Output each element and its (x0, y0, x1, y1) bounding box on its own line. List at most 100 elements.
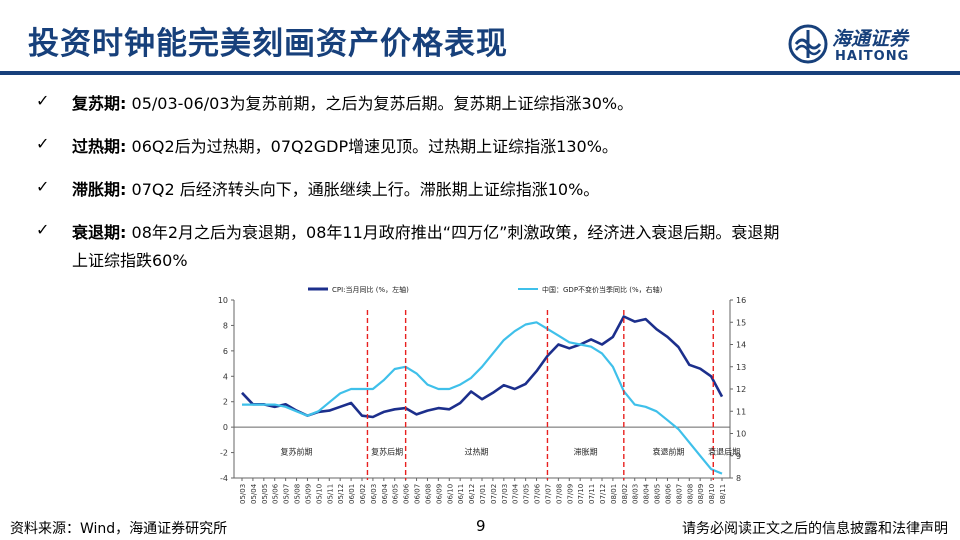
x-tick-label: 08/04 (643, 483, 651, 504)
phase-label: 衰退后期 (708, 447, 740, 457)
left-tick-label: 10 (218, 296, 228, 305)
left-tick-label: 6 (223, 347, 228, 356)
bullet-recession: 衰退期: 08年2月之后为衰退期，08年11月政府推出“四万亿”刺激政策，经济进… (72, 219, 779, 243)
x-tick-label: 08/07 (675, 484, 683, 504)
x-tick-label: 07/04 (512, 483, 520, 504)
left-tick-label: 8 (223, 321, 228, 330)
x-tick-label: 06/04 (381, 483, 389, 504)
header-rule (0, 71, 960, 75)
x-tick-label: 07/10 (577, 484, 585, 504)
x-tick-label: 06/05 (392, 484, 400, 504)
x-tick-label: 06/11 (457, 484, 465, 504)
bullet-sep: : (120, 223, 127, 242)
right-tick-label: 14 (736, 341, 746, 350)
x-tick-label: 08/02 (621, 484, 629, 504)
x-tick-label: 06/03 (370, 484, 378, 504)
x-tick-label: 07/05 (523, 484, 531, 504)
page-number: 9 (476, 517, 486, 535)
left-tick-label: 0 (223, 423, 228, 432)
x-tick-label: 08/11 (719, 484, 727, 504)
right-tick-label: 9 (736, 452, 741, 461)
x-tick-label: 06/06 (403, 483, 411, 504)
right-tick-label: 16 (736, 296, 746, 305)
left-tick-label: 2 (223, 398, 228, 407)
bullet-label: 复苏期 (72, 94, 121, 113)
gdp-series-line (242, 321, 723, 475)
x-tick-label: 06/07 (414, 484, 422, 504)
bullet-text: 05/03-06/03为复苏前期，之后为复苏后期。复苏期上证综指涨30%。 (131, 94, 634, 113)
x-tick-label: 05/07 (283, 484, 291, 504)
legend-cpi-label: CPI:当月同比 (%，左轴) (332, 285, 409, 294)
x-tick-label: 08/08 (686, 484, 694, 504)
x-tick-label: 08/10 (708, 484, 716, 504)
x-tick-label: 05/08 (294, 484, 302, 504)
haitong-logo: 海通证券 HAITONG (788, 22, 938, 68)
check-icon: ✓ (36, 220, 50, 239)
x-tick-label: 05/11 (326, 484, 334, 504)
cpi-series-line (241, 315, 724, 419)
bullet-label: 过热期 (72, 137, 121, 156)
x-tick-label: 07/06 (534, 483, 542, 504)
x-tick-label: 07/12 (599, 484, 607, 504)
x-tick-label: 07/03 (501, 484, 509, 504)
legend-gdp-label: 中国：GDP不变价当季同比 (%，右轴) (542, 285, 663, 294)
x-tick-label: 06/10 (446, 484, 454, 504)
x-tick-label: 06/09 (435, 484, 443, 504)
x-tick-label: 07/01 (479, 484, 487, 504)
right-tick-label: 12 (736, 385, 746, 394)
right-tick-label: 8 (736, 474, 741, 483)
x-tick-label: 07/02 (490, 484, 498, 504)
x-tick-label: 05/06 (272, 483, 280, 504)
right-tick-label: 10 (736, 430, 746, 439)
source-note: 资料来源：Wind，海通证券研究所 (10, 521, 228, 537)
haitong-emblem-icon (788, 24, 828, 64)
x-tick-label: 05/03 (239, 484, 247, 504)
phase-label: 过热期 (465, 447, 489, 457)
x-tick-label: 05/09 (304, 484, 312, 504)
phase-label: 滞胀期 (574, 447, 598, 457)
right-tick-label: 15 (736, 318, 746, 327)
check-icon: ✓ (36, 177, 50, 196)
x-tick-label: 05/04 (250, 483, 258, 504)
bullet-stagflation: 滞胀期: 07Q2 后经济转头向下，通胀继续上行。滞胀期上证综指涨10%。 (72, 176, 599, 200)
x-tick-label: 06/12 (468, 484, 476, 504)
bullet-text: 07Q2 后经济转头向下，通胀继续上行。滞胀期上证综指涨10%。 (131, 180, 600, 199)
x-tick-label: 08/01 (610, 484, 618, 504)
logo-text-en: HAITONG (835, 49, 910, 64)
x-tick-label: 08/03 (632, 484, 640, 504)
x-tick-label: 05/05 (261, 484, 269, 504)
x-tick-label: 07/11 (588, 484, 596, 504)
x-tick-label: 05/12 (337, 484, 345, 504)
left-tick-label: -2 (220, 449, 228, 458)
x-tick-label: 06/01 (348, 484, 356, 504)
logo-text-cn: 海通证券 (832, 28, 909, 50)
x-tick-label: 06/02 (359, 484, 367, 504)
bullet-sep: : (120, 180, 127, 199)
bullet-sep: : (120, 137, 127, 156)
phase-label: 复苏后期 (371, 447, 403, 457)
bullet-text: 08年2月之后为衰退期，08年11月政府推出“四万亿”刺激政策，经济进入衰退后期… (131, 223, 780, 242)
bullet-label: 衰退期 (72, 223, 121, 242)
right-tick-label: 13 (736, 363, 746, 372)
disclaimer: 请务必阅读正文之后的信息披露和法律声明 (682, 521, 948, 537)
x-tick-label: 07/08 (555, 484, 563, 504)
page-title: 投资时钟能完美刻画资产价格表现 (28, 26, 508, 62)
x-tick-label: 07/09 (566, 484, 574, 504)
bullet-overheat: 过热期: 06Q2后为过热期，07Q2GDP增速见顶。过热期上证综指涨130%。 (72, 133, 618, 157)
x-tick-label: 07/07 (544, 484, 552, 504)
bullet-label: 滞胀期 (72, 180, 121, 199)
phase-label: 复苏前期 (281, 447, 313, 457)
bullet-text: 06Q2后为过热期，07Q2GDP增速见顶。过热期上证综指涨130%。 (131, 137, 618, 156)
bullet-sep: : (120, 94, 127, 113)
bullet-recovery: 复苏期: 05/03-06/03为复苏前期，之后为复苏后期。复苏期上证综指涨30… (72, 90, 633, 114)
x-tick-label: 08/09 (697, 484, 705, 504)
check-icon: ✓ (36, 134, 50, 153)
x-tick-label: 08/06 (664, 483, 672, 504)
bullet-recession-cont: 上证综指跌60% (72, 251, 188, 270)
x-tick-label: 06/08 (424, 484, 432, 504)
x-tick-label: 08/05 (654, 484, 662, 504)
left-tick-label: 4 (223, 372, 228, 381)
check-icon: ✓ (36, 91, 50, 110)
phase-label: 衰退前期 (653, 447, 685, 457)
